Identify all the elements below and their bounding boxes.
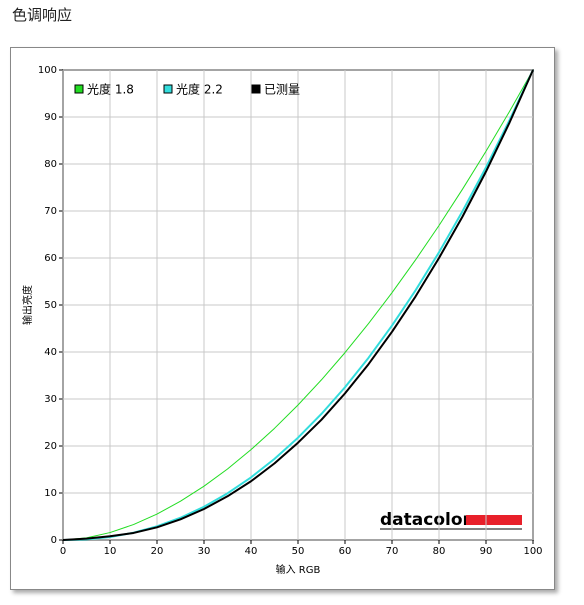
x-tick-label: 70 xyxy=(386,546,399,557)
x-tick-label: 0 xyxy=(60,546,66,557)
y-tick-label: 70 xyxy=(44,206,57,217)
x-tick-label: 40 xyxy=(245,546,258,557)
x-tick-label: 30 xyxy=(198,546,211,557)
x-tick-label: 60 xyxy=(339,546,352,557)
x-tick-label: 90 xyxy=(480,546,493,557)
y-axis-label: 输出亮度 xyxy=(21,285,34,325)
y-tick-label: 100 xyxy=(38,65,57,76)
y-tick-label: 0 xyxy=(51,535,57,546)
y-tick-label: 90 xyxy=(44,112,57,123)
legend-label: 已测量 xyxy=(264,83,300,97)
x-tick-label: 50 xyxy=(292,546,305,557)
y-tick-label: 80 xyxy=(44,159,57,170)
y-tick-label: 20 xyxy=(44,441,57,452)
legend-swatch xyxy=(251,84,261,94)
legend-label: 光度 1.8 xyxy=(87,82,134,97)
x-tick-label: 20 xyxy=(151,546,164,557)
y-tick-label: 40 xyxy=(44,347,57,358)
y-tick-label: 10 xyxy=(44,488,57,499)
x-tick-label: 80 xyxy=(433,546,446,557)
x-tick-label: 10 xyxy=(104,546,117,557)
y-tick-label: 50 xyxy=(44,300,57,311)
page-title: 色调响应 xyxy=(12,6,73,24)
series-line xyxy=(62,69,534,541)
logo: datacolor xyxy=(380,510,472,530)
legend-swatch xyxy=(74,84,84,94)
y-tick-label: 30 xyxy=(44,394,57,405)
x-tick-label: 100 xyxy=(523,546,542,557)
legend-swatch xyxy=(163,84,173,94)
legend-label: 光度 2.2 xyxy=(176,82,223,97)
y-tick-label: 60 xyxy=(44,253,57,264)
x-axis-label: 输入 RGB xyxy=(276,563,321,576)
logo-bar xyxy=(466,515,522,525)
series-line xyxy=(62,69,534,541)
